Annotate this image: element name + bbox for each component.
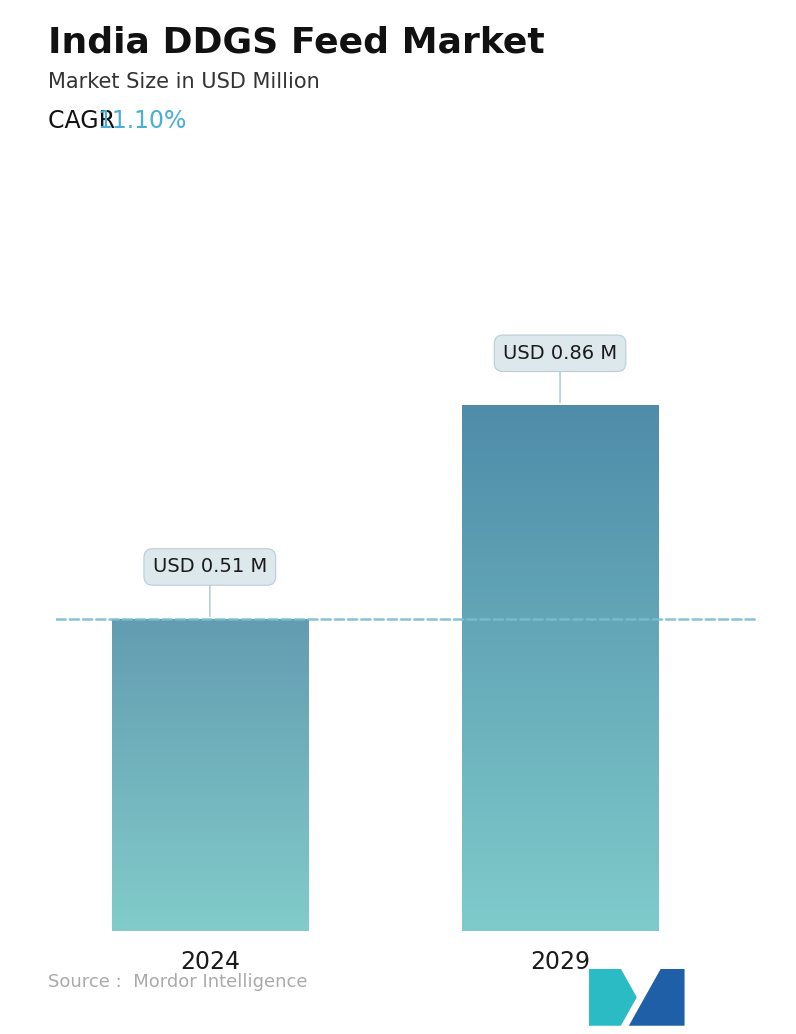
Text: 11.10%: 11.10% — [98, 109, 187, 132]
Polygon shape — [589, 969, 637, 1026]
Text: CAGR: CAGR — [48, 109, 123, 132]
Polygon shape — [629, 969, 685, 1026]
Text: India DDGS Feed Market: India DDGS Feed Market — [48, 26, 544, 60]
Text: Source :  Mordor Intelligence: Source : Mordor Intelligence — [48, 973, 307, 991]
Text: USD 0.86 M: USD 0.86 M — [503, 343, 617, 402]
Text: Market Size in USD Million: Market Size in USD Million — [48, 72, 319, 92]
Text: USD 0.51 M: USD 0.51 M — [153, 557, 267, 616]
